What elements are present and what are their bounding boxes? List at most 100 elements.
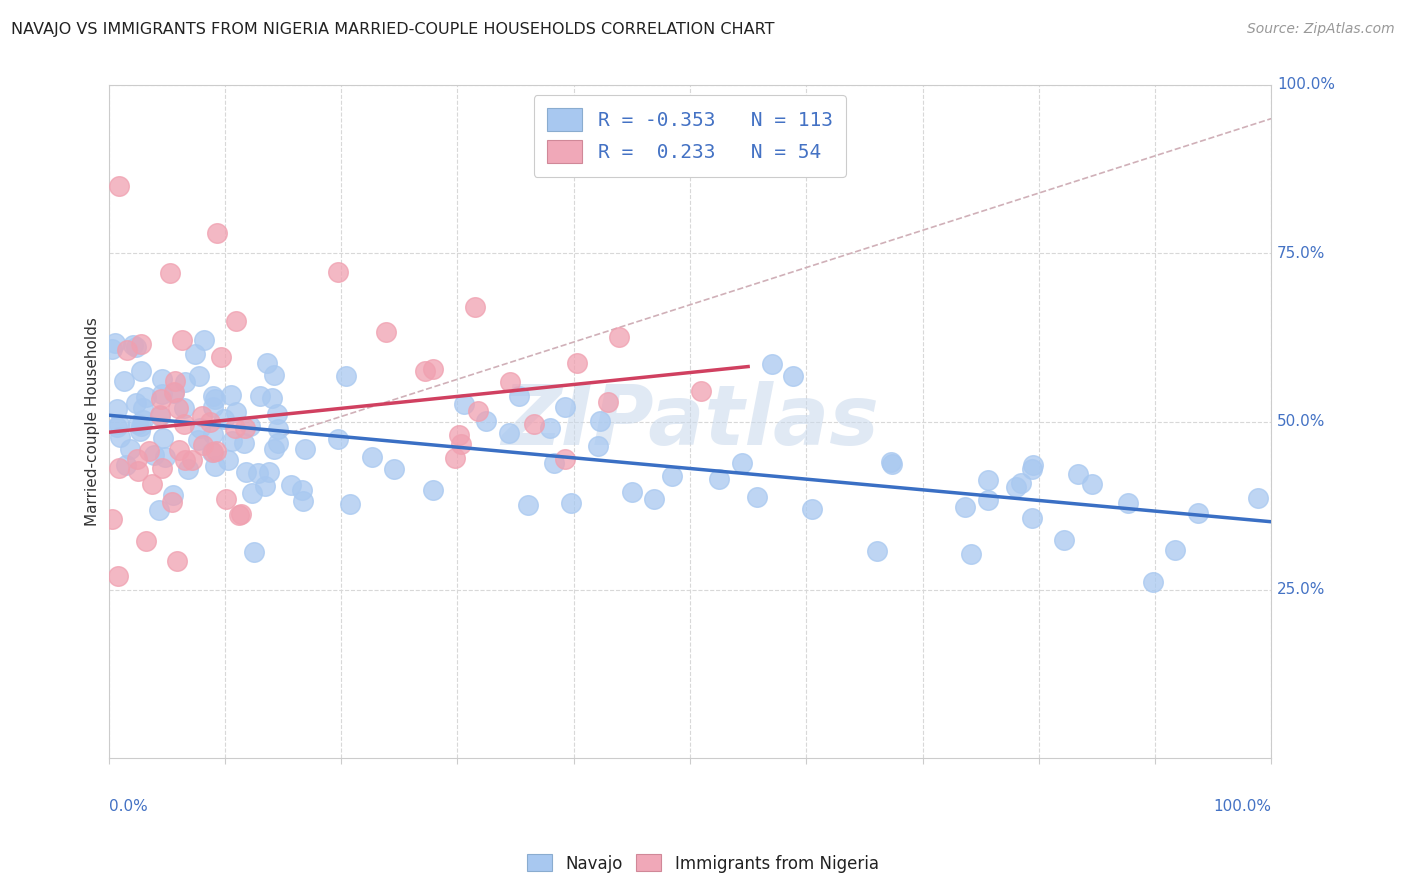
Point: [107, 569, 129, 583]
Point: [212, 412, 235, 426]
Point: [474, 414, 496, 428]
Point: [150, 386, 173, 401]
Point: [142, 449, 165, 463]
Point: [866, 544, 889, 558]
Point: [291, 493, 314, 508]
Point: [150, 372, 173, 386]
Point: [162, 488, 184, 502]
Point: [112, 374, 135, 388]
Point: [253, 479, 276, 493]
Point: [184, 347, 207, 361]
Point: [233, 420, 256, 434]
Point: [217, 453, 239, 467]
Point: [204, 459, 226, 474]
Point: [239, 419, 262, 434]
Point: [259, 465, 281, 479]
Point: [361, 450, 384, 464]
Point: [554, 400, 576, 414]
Point: [620, 484, 643, 499]
Point: [205, 443, 228, 458]
Y-axis label: Married-couple Households: Married-couple Households: [86, 318, 100, 526]
Point: [1246, 491, 1268, 506]
Point: [586, 439, 609, 453]
Point: [690, 384, 713, 398]
Point: [960, 548, 983, 562]
Point: [565, 356, 588, 370]
Point: [125, 396, 148, 410]
Point: [543, 456, 565, 470]
Point: [188, 420, 211, 434]
Point: [173, 401, 195, 415]
Point: [745, 490, 768, 504]
Point: [198, 415, 221, 429]
Point: [801, 502, 824, 516]
Point: [249, 389, 271, 403]
Point: [141, 476, 163, 491]
Point: [328, 265, 350, 279]
Point: [224, 421, 246, 435]
Point: [643, 491, 665, 506]
Point: [107, 417, 129, 431]
Point: [138, 444, 160, 458]
Point: [127, 464, 149, 478]
Point: [498, 425, 520, 440]
Point: [235, 466, 257, 480]
Point: [1081, 477, 1104, 491]
Point: [880, 455, 903, 469]
Point: [422, 483, 444, 498]
Point: [209, 350, 232, 364]
Point: [107, 461, 129, 475]
Point: [132, 401, 155, 415]
Point: [127, 451, 149, 466]
Point: [105, 402, 128, 417]
Point: [167, 401, 190, 415]
Point: [105, 420, 128, 434]
Point: [177, 462, 200, 476]
Legend: R = -0.353   N = 113, R =  0.233   N = 54: R = -0.353 N = 113, R = 0.233 N = 54: [534, 95, 846, 177]
Point: [267, 422, 290, 436]
Point: [129, 418, 152, 433]
Point: [375, 326, 398, 340]
Point: [174, 452, 197, 467]
Point: [1067, 467, 1090, 482]
Point: [167, 443, 190, 458]
Point: [129, 424, 152, 438]
Point: [108, 430, 131, 444]
Point: [202, 426, 225, 441]
Point: [101, 512, 124, 526]
Point: [1116, 496, 1139, 510]
Text: 0.0%: 0.0%: [108, 798, 148, 814]
Point: [246, 466, 269, 480]
Point: [291, 483, 314, 498]
Point: [707, 472, 730, 486]
Point: [202, 400, 225, 414]
Point: [191, 409, 214, 424]
Point: [467, 404, 489, 418]
Point: [382, 461, 405, 475]
Point: [453, 397, 475, 411]
Point: [228, 508, 250, 523]
Point: [782, 368, 804, 383]
Point: [181, 453, 204, 467]
Point: [188, 369, 211, 384]
Point: [953, 500, 976, 514]
Point: [1163, 542, 1185, 557]
Point: [101, 342, 124, 356]
Point: [263, 442, 285, 457]
Point: [977, 493, 1000, 508]
Point: [163, 385, 186, 400]
Point: [149, 409, 172, 423]
Point: [129, 364, 152, 378]
Point: [977, 473, 1000, 487]
Point: [335, 368, 357, 383]
Point: [204, 392, 226, 406]
Point: [122, 338, 145, 352]
Point: [262, 392, 284, 406]
Text: 75.0%: 75.0%: [1277, 246, 1326, 260]
Point: [225, 314, 247, 328]
Point: [523, 417, 546, 432]
Point: [135, 534, 157, 549]
Text: 100.0%: 100.0%: [1277, 78, 1336, 93]
Point: [1142, 575, 1164, 590]
Point: [232, 435, 254, 450]
